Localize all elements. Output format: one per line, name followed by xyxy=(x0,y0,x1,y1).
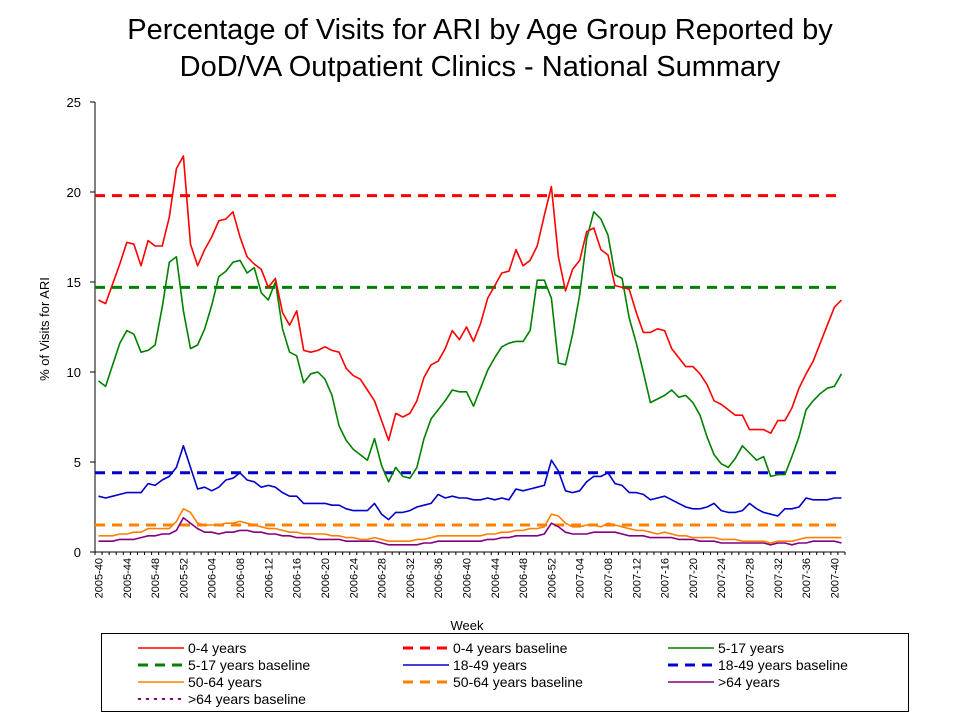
x-tick-label: 2005-52 xyxy=(178,558,190,598)
legend-swatch xyxy=(138,697,184,700)
x-tick-label: 2006-28 xyxy=(377,558,389,598)
x-axis: 2005-40 2005-44 2005-48 2005-52 2006-04 2006-… xyxy=(94,551,846,598)
chart-title-line-2: DoD/VA Outpatient Clinics - National Sum… xyxy=(179,51,781,83)
series-5-17-years xyxy=(98,211,843,483)
legend-label: >64 years xyxy=(718,673,780,690)
x-tick-label: 2006-20 xyxy=(320,558,332,598)
legend-item: 5-17 years xyxy=(668,639,784,656)
x-axis-label: Week xyxy=(451,618,484,633)
legend-item: 0-4 years xyxy=(138,639,246,656)
chart-title-line-1: Percentage of Visits for ARI by Age Grou… xyxy=(127,14,833,46)
y-axis: 0 5 10 15 20 25 xyxy=(67,95,96,560)
x-tick-label: 2007-24 xyxy=(716,558,728,598)
y-axis-label: % of Visits for ARI xyxy=(37,277,52,381)
series-over-64-years xyxy=(98,516,842,546)
x-tick-label: 2007-12 xyxy=(631,558,643,598)
y-tick-label: 0 xyxy=(74,545,81,560)
legend-item: >64 years baseline xyxy=(138,690,306,707)
x-tick-label: 2006-40 xyxy=(461,558,473,598)
x-tick-label: 2007-20 xyxy=(688,558,700,598)
legend-swatch xyxy=(403,680,449,683)
y-tick-label: 10 xyxy=(67,365,81,380)
legend-label: 18-49 years xyxy=(453,656,527,673)
x-tick-label: 2006-12 xyxy=(263,558,275,598)
legend-swatch xyxy=(403,663,449,666)
series-0-4-years xyxy=(98,155,843,442)
x-tick-label: 2006-04 xyxy=(207,558,219,598)
y-tick-label: 15 xyxy=(67,275,81,290)
y-tick-label: 25 xyxy=(67,95,81,110)
series-layer xyxy=(95,155,843,546)
legend-label: >64 years baseline xyxy=(188,690,306,707)
x-tick-label: 2007-36 xyxy=(801,558,813,598)
legend-label: 18-49 years baseline xyxy=(718,656,848,673)
legend-label: 0-4 years baseline xyxy=(453,639,568,656)
x-tick-label: 2006-48 xyxy=(518,558,530,598)
x-tick-label: 2006-44 xyxy=(490,558,502,598)
legend-item: 0-4 years baseline xyxy=(403,639,567,656)
legend-swatch xyxy=(668,663,714,666)
x-tick-label: 2007-40 xyxy=(829,558,841,598)
legend-label: 0-4 years xyxy=(188,639,247,656)
y-tick-label: 20 xyxy=(67,185,81,200)
legend-item: 5-17 years baseline xyxy=(138,656,310,673)
legend-swatch xyxy=(138,663,184,666)
series-50-64-years xyxy=(98,507,842,544)
legend-label: 5-17 years baseline xyxy=(188,656,311,673)
x-tick-label: 2006-16 xyxy=(292,558,304,598)
legend-swatch xyxy=(138,680,184,683)
legend: 0-4 years 0-4 years baseline 5-17 years 5-1… xyxy=(101,633,909,712)
legend-swatch xyxy=(668,646,714,649)
legend-swatch xyxy=(138,646,184,649)
legend-item: 18-49 years xyxy=(403,656,527,673)
x-tick-label: 2007-08 xyxy=(603,558,615,598)
x-tick-label: 2007-32 xyxy=(773,558,785,598)
y-tick-label: 5 xyxy=(74,455,81,470)
legend-item: 18-49 years baseline xyxy=(668,656,848,673)
legend-label: 5-17 years xyxy=(718,639,785,656)
x-tick-label: 2007-28 xyxy=(744,558,756,598)
x-tick-label: 2005-44 xyxy=(122,558,134,598)
x-tick-label: 2005-40 xyxy=(94,558,106,598)
x-tick-label: 2007-04 xyxy=(575,558,587,598)
series-18-49-years xyxy=(98,444,842,521)
x-tick-label: 2006-36 xyxy=(433,558,445,598)
legend-item: 50-64 years baseline xyxy=(403,673,583,690)
legend-item: 50-64 years xyxy=(138,673,262,690)
legend-swatch xyxy=(668,680,714,683)
legend-item: >64 years xyxy=(668,673,780,690)
x-tick-label: 2006-24 xyxy=(348,558,360,598)
x-tick-label: 2006-32 xyxy=(405,558,417,598)
x-tick-label: 2006-08 xyxy=(235,558,247,598)
x-tick-label: 2007-16 xyxy=(660,558,672,598)
legend-swatch xyxy=(403,646,449,649)
x-tick-label: 2005-48 xyxy=(150,558,162,598)
legend-label: 50-64 years baseline xyxy=(453,673,583,690)
x-tick-label: 2006-52 xyxy=(546,558,558,598)
legend-label: 50-64 years xyxy=(188,673,262,690)
